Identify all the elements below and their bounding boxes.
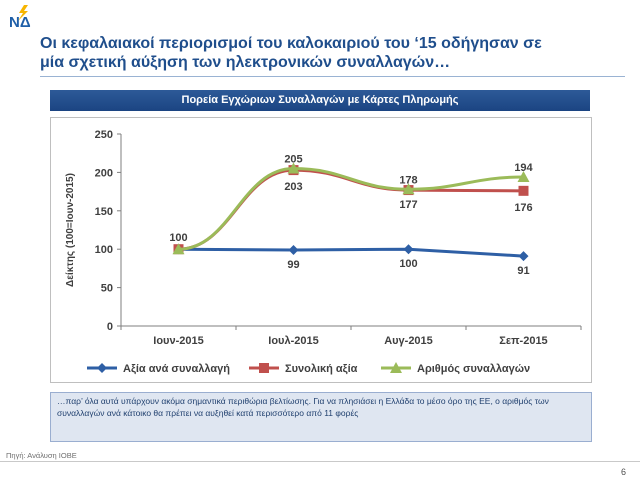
data-label: 91 xyxy=(517,265,529,277)
series-0-point xyxy=(518,251,529,262)
chart-heading: Πορεία Εγχώριων Συναλλαγών με Κάρτες Πλη… xyxy=(50,90,590,111)
y-tick-label: 100 xyxy=(95,244,113,256)
x-tick-label: Ιουν-2015 xyxy=(153,335,203,347)
y-tick-label: 150 xyxy=(95,206,113,218)
series-2-point xyxy=(287,162,300,174)
y-tick-label: 0 xyxy=(107,321,113,333)
series-0-point xyxy=(403,244,414,255)
note-box: …παρ’ όλα αυτά υπάρχουν ακόμα σημαντικά … xyxy=(50,392,592,442)
series-1-point xyxy=(518,185,529,196)
source-text: Πηγή: Ανάλυση ΙΟΒΕ xyxy=(6,451,77,460)
y-tick-label: 50 xyxy=(101,283,113,295)
legend-label: Συνολική αξία xyxy=(285,363,358,375)
data-label: 99 xyxy=(287,259,299,271)
series-line-2 xyxy=(178,167,524,251)
x-tick-label: Σεπ-2015 xyxy=(499,335,547,347)
y-tick-label: 200 xyxy=(95,167,113,179)
series-line-0 xyxy=(178,247,524,258)
logo-text: ΝΔ xyxy=(9,14,31,31)
data-label: 194 xyxy=(514,162,533,174)
series-2-point xyxy=(517,171,530,183)
y-axis-title: Δείκτης (100=Ιουν-2015) xyxy=(65,173,76,287)
x-tick-label: Αυγ-2015 xyxy=(384,335,433,347)
slide-title: Οι κεφαλαιακοί περιορισμοί του καλοκαιρι… xyxy=(40,34,610,72)
legend-marker xyxy=(390,362,402,373)
data-label: 176 xyxy=(514,202,532,214)
chart-frame: 0 50 100 150 200 250 Ιουν-2015 Ιουλ-2015 Αυγ-201… xyxy=(50,117,592,383)
slide-title-line-2: μία σχετική αύξηση των ηλεκτρονικών συνα… xyxy=(40,54,451,71)
note-text: …παρ’ όλα αυτά υπάρχουν ακόμα σημαντικά … xyxy=(57,396,549,418)
legend-marker xyxy=(259,363,269,373)
series-2-point xyxy=(172,243,185,255)
legend-marker xyxy=(97,363,107,373)
slide-title-line-1: Οι κεφαλαιακοί περιορισμοί του καλοκαιρι… xyxy=(40,35,542,52)
series-0-point xyxy=(288,244,299,255)
data-label: 205 xyxy=(284,154,302,166)
legend-label: Αξία ανά συναλλαγή xyxy=(123,363,230,375)
data-label: 177 xyxy=(399,199,417,211)
data-label: 203 xyxy=(284,181,302,193)
data-label: 178 xyxy=(399,174,417,186)
data-label: 100 xyxy=(169,232,187,244)
title-divider xyxy=(40,76,625,77)
x-tick-label: Ιουλ-2015 xyxy=(268,335,318,347)
data-label: 100 xyxy=(399,258,417,270)
y-tick-label: 250 xyxy=(95,129,113,141)
page-number: 6 xyxy=(620,467,626,477)
legend-label: Αριθμός συναλλαγών xyxy=(417,363,530,375)
logo-icon xyxy=(18,5,28,21)
series-2-point xyxy=(402,183,415,195)
footer-divider xyxy=(0,461,640,462)
line-chart: 0 50 100 150 200 250 Ιουν-2015 Ιουλ-2015 Αυγ-201… xyxy=(65,129,582,375)
